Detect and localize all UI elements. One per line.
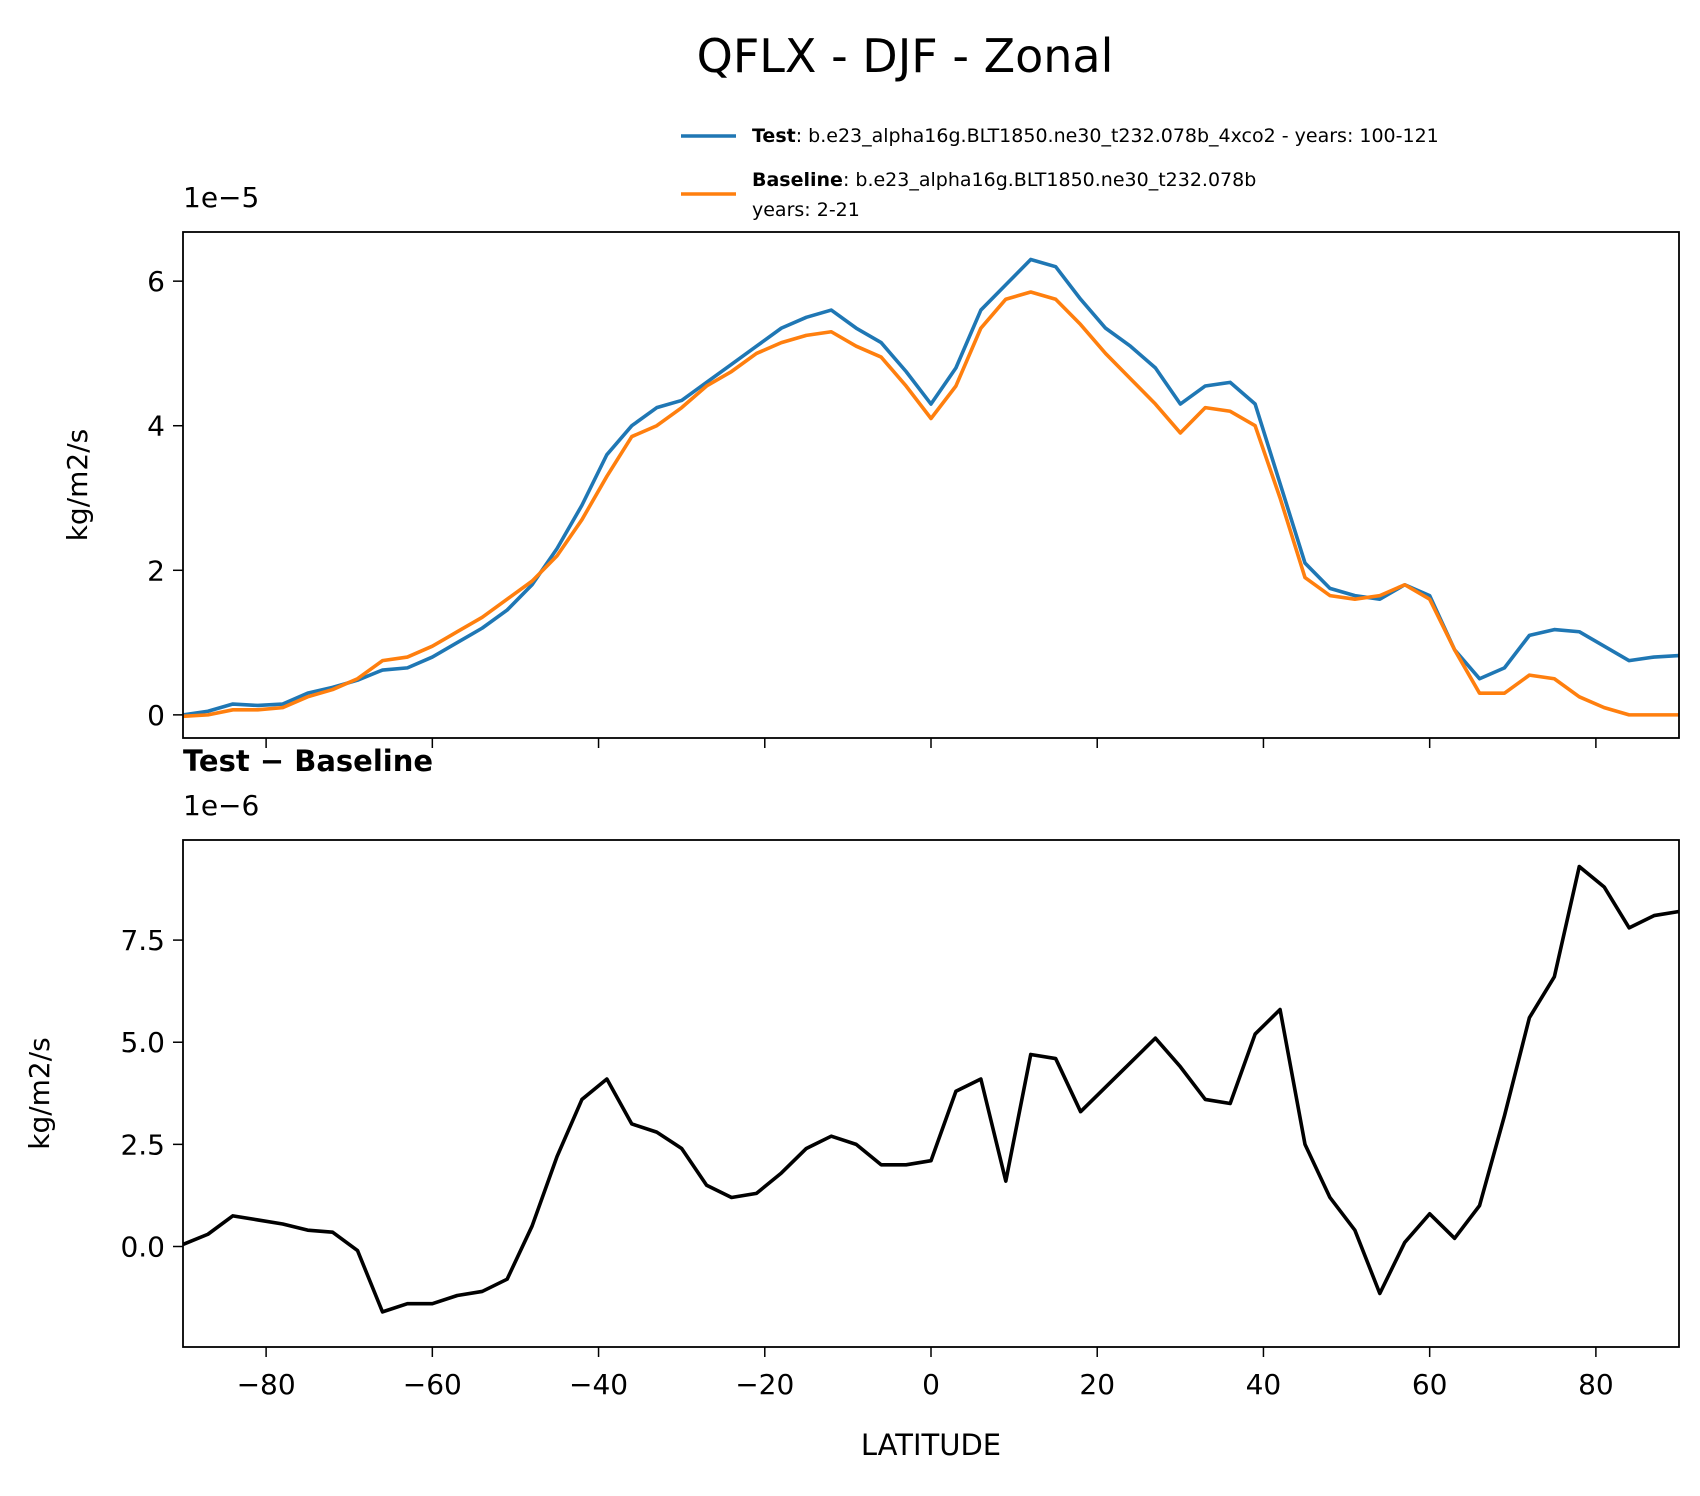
x-tick-label: −40 bbox=[569, 1368, 628, 1401]
legend-description: : b.e23_alpha16g.BLT1850.ne30_t232.078b_… bbox=[796, 125, 1439, 147]
y-tick-label: 5.0 bbox=[120, 1026, 165, 1059]
y-tick-label: 0.0 bbox=[120, 1230, 165, 1263]
legend-name: Baseline bbox=[752, 169, 843, 191]
y-axis-label: kg/m2/s bbox=[61, 429, 94, 542]
y-tick-label: 2.5 bbox=[120, 1128, 165, 1161]
axes-title: Test − Baseline bbox=[183, 744, 433, 778]
y-tick-label: 4 bbox=[147, 410, 165, 443]
x-axis-label: LATITUDE bbox=[861, 1428, 1001, 1462]
x-tick-label: −20 bbox=[735, 1368, 794, 1401]
legend-name: Test bbox=[752, 125, 796, 147]
x-tick-label: −80 bbox=[237, 1368, 296, 1401]
x-tick-label: 60 bbox=[1412, 1368, 1448, 1401]
legend-description: years: 2-21 bbox=[752, 199, 860, 221]
data-line bbox=[182, 290, 1679, 719]
legend-label: Baseline: b.e23_alpha16g.BLT1850.ne30_t2… bbox=[752, 169, 1256, 191]
y-tick-label: 0 bbox=[147, 699, 165, 732]
axes-frame bbox=[182, 231, 1680, 739]
y-tick-label: 7.5 bbox=[120, 924, 165, 957]
y-axis-label: kg/m2/s bbox=[23, 1037, 56, 1150]
y-offset-label: 1e−6 bbox=[183, 789, 259, 822]
data-line bbox=[182, 257, 1680, 717]
x-tick-label: 20 bbox=[1079, 1368, 1115, 1401]
legend-description: : b.e23_alpha16g.BLT1850.ne30_t232.078b bbox=[843, 169, 1256, 191]
data-line bbox=[182, 864, 1680, 1314]
x-tick-label: 0 bbox=[922, 1368, 940, 1401]
x-tick-label: −60 bbox=[403, 1368, 462, 1401]
x-tick-label: 80 bbox=[1578, 1368, 1614, 1401]
y-tick-label: 2 bbox=[147, 554, 165, 587]
figure-title: QFLX - DJF - Zonal bbox=[697, 29, 1114, 83]
axes-frame bbox=[182, 839, 1680, 1348]
y-offset-label: 1e−5 bbox=[183, 181, 259, 214]
x-tick-label: 40 bbox=[1246, 1368, 1282, 1401]
legend-label: Test: b.e23_alpha16g.BLT1850.ne30_t232.0… bbox=[752, 125, 1439, 147]
y-tick-label: 6 bbox=[147, 265, 165, 298]
